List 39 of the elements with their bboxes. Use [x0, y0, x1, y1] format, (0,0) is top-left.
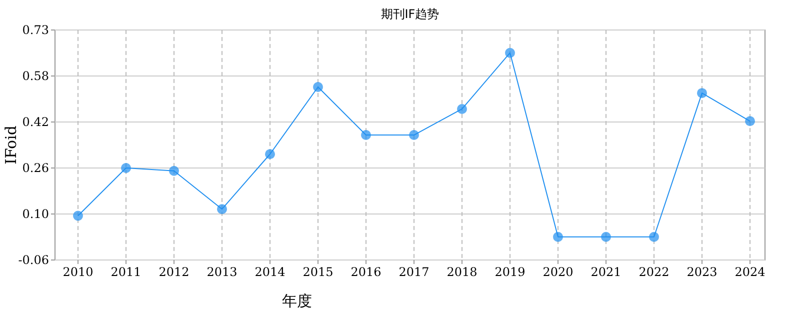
point — [217, 204, 227, 214]
x-tick-label: 2022 — [638, 265, 670, 279]
point — [313, 82, 323, 92]
y-axis-title: IFoid — [2, 125, 20, 164]
point — [265, 149, 275, 160]
x-tick-label: 2024 — [734, 265, 766, 279]
y-tick-label: 0.10 — [22, 207, 49, 221]
x-tick-label: 2013 — [206, 265, 238, 279]
point — [73, 210, 83, 221]
x-tick-label: 2018 — [446, 265, 478, 279]
point — [601, 232, 611, 242]
point — [649, 232, 659, 242]
point — [121, 163, 131, 173]
x-tick-label: 2012 — [158, 265, 190, 279]
point — [505, 48, 515, 58]
x-tick-label: 2020 — [542, 265, 574, 279]
y-tick-label: -0.06 — [18, 253, 49, 267]
point — [361, 130, 371, 140]
point — [697, 88, 707, 98]
point — [553, 232, 563, 242]
y-tick-label: 0.73 — [22, 23, 49, 37]
x-tick-label: 2010 — [62, 265, 94, 279]
point — [457, 104, 467, 114]
y-tick-label: 0.42 — [22, 115, 49, 129]
x-tick-label: 2015 — [302, 265, 334, 279]
point — [745, 116, 755, 126]
y-tick-label: 0.26 — [22, 161, 49, 175]
x-axis-title: 年度 — [282, 292, 312, 310]
x-tick-label: 2014 — [254, 265, 286, 279]
point — [169, 166, 179, 176]
x-tick-label: 2011 — [110, 265, 142, 279]
point — [409, 130, 419, 140]
x-tick-label: 2021 — [590, 265, 622, 279]
x-tick-label: 2016 — [350, 265, 382, 279]
y-tick-label: 0.58 — [22, 69, 49, 83]
chart-title: 期刊IF趋势 — [380, 7, 440, 21]
x-tick-label: 2019 — [494, 265, 526, 279]
x-tick-label: 2023 — [686, 265, 718, 279]
x-tick-label: 2017 — [398, 265, 430, 279]
